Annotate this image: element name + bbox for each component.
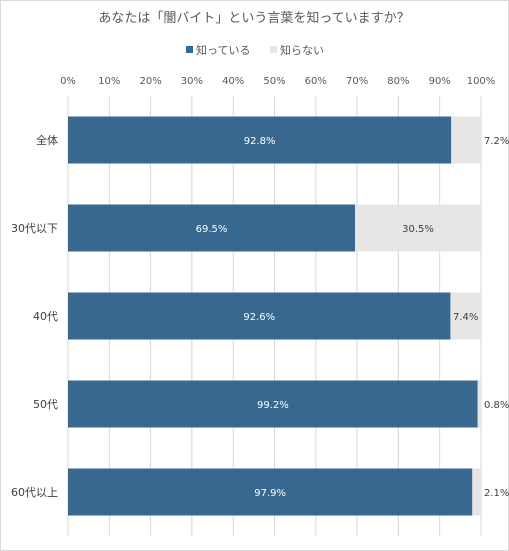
category-label: 40代 <box>33 310 58 323</box>
category-labels: 全体 30代以下 40代 50代 60代以上 <box>11 133 58 499</box>
category-label: 30代以下 <box>11 222 58 235</box>
legend-label-unknown: 知らない <box>280 43 324 57</box>
category-label: 60代以上 <box>11 486 58 499</box>
legend-label-known: 知っている <box>196 43 250 57</box>
bar-known <box>68 380 478 428</box>
data-label-known: 92.8% <box>244 136 276 147</box>
x-axis-tick-labels: 0% 10% 20% 30% 40% 50% 60% 70% 80% 90% 100% <box>60 76 495 87</box>
data-label-unknown: 30.5% <box>402 224 434 235</box>
data-labels: 92.8% 7.2% 69.5% 30.5% 92.6% 7.4% 99.2% 0.8% 97.… <box>196 136 509 499</box>
x-tick-label: 40% <box>222 76 244 87</box>
legend: 知っている 知らない <box>186 43 324 57</box>
bar-known <box>68 468 473 516</box>
data-label-known: 99.2% <box>257 400 289 411</box>
bar-unknown <box>355 204 481 252</box>
x-tick-label: 60% <box>305 76 327 87</box>
bar-known <box>68 204 356 252</box>
chart-title: あなたは「闇バイト」という言葉を知っていますか？ <box>98 10 409 26</box>
x-tick-label: 70% <box>346 76 368 87</box>
data-label-known: 92.6% <box>243 312 275 323</box>
bars <box>68 116 481 516</box>
bar-unknown <box>472 468 481 516</box>
x-tick-label: 80% <box>387 76 409 87</box>
data-label-unknown: 2.1% <box>484 488 509 499</box>
data-label-unknown: 0.8% <box>484 400 509 411</box>
bar-unknown <box>477 380 481 428</box>
legend-swatch-unknown <box>270 46 277 53</box>
x-tick-label: 90% <box>429 76 451 87</box>
data-label-known: 69.5% <box>196 224 228 235</box>
x-tick-label: 10% <box>98 76 120 87</box>
bar-unknown <box>450 292 481 340</box>
bar-known <box>68 292 451 340</box>
x-tick-label: 50% <box>263 76 285 87</box>
bar-unknown <box>451 116 481 164</box>
data-label-unknown: 7.2% <box>484 136 509 147</box>
x-tick-label: 20% <box>139 76 161 87</box>
data-label-known: 97.9% <box>254 488 286 499</box>
x-tick-label: 30% <box>181 76 203 87</box>
x-tick-label: 0% <box>60 76 76 87</box>
category-label: 50代 <box>33 398 58 411</box>
data-label-unknown: 7.4% <box>453 312 478 323</box>
bar-known <box>68 116 452 164</box>
category-label: 全体 <box>36 133 58 147</box>
x-tick-label: 100% <box>467 76 496 87</box>
legend-swatch-known <box>186 46 193 53</box>
